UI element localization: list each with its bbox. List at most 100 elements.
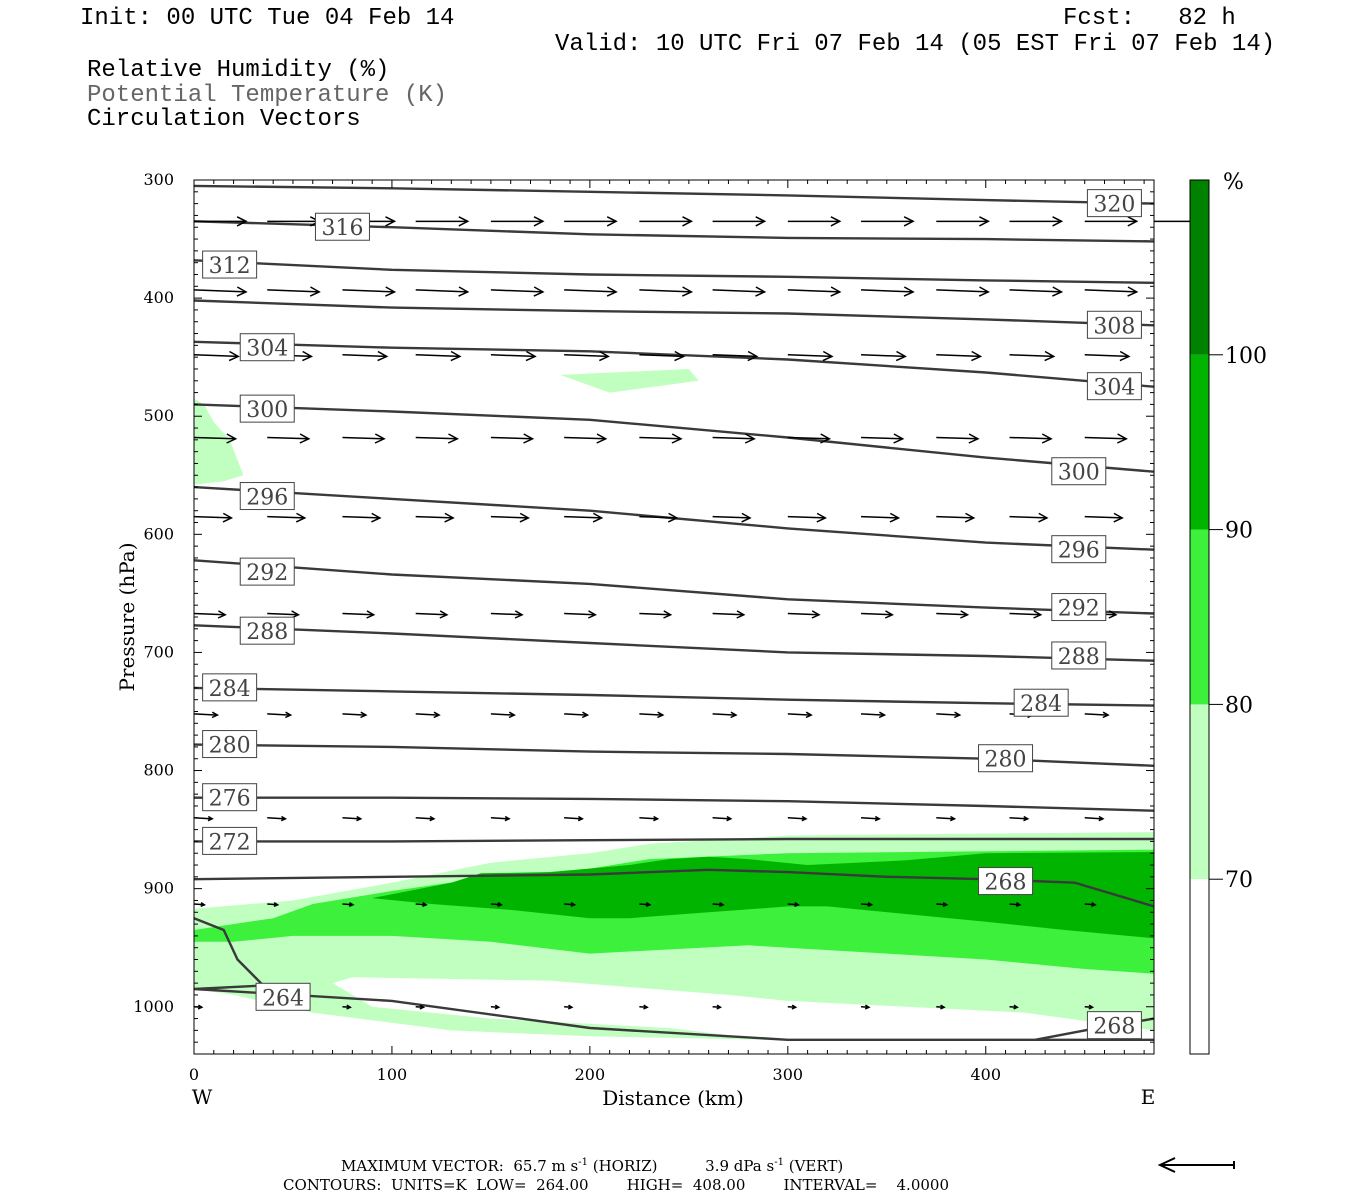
y-tick-label: 300 xyxy=(143,170,174,189)
circulation-vector-head xyxy=(508,711,516,719)
circulation-vector xyxy=(193,903,205,906)
circulation-vector-head xyxy=(236,286,248,297)
circulation-vector xyxy=(564,289,617,293)
circulation-vector-head xyxy=(653,815,660,822)
circulation-vector xyxy=(415,354,460,358)
circulation-vector-head xyxy=(385,286,397,297)
circulation-vector xyxy=(490,436,533,440)
circulation-vector-head xyxy=(643,1004,649,1010)
circulation-vector-head xyxy=(884,610,894,619)
circulation-vector xyxy=(1009,612,1041,616)
circulation-vector-head xyxy=(433,711,441,719)
contour-label-layer: 320 316 312 308 304 304 300 300 296 296 292 292 288 2… xyxy=(202,189,1142,1040)
circulation-vector-head xyxy=(587,610,597,619)
circulation-vector-head xyxy=(960,610,970,619)
circulation-vector xyxy=(936,612,968,616)
circulation-vector xyxy=(415,515,454,519)
circulation-vector xyxy=(639,817,658,820)
circulation-vector-head xyxy=(567,1004,574,1010)
contour-label-box xyxy=(239,557,295,586)
contour-label-box xyxy=(978,867,1034,896)
circulation-vector xyxy=(1084,354,1129,358)
circulation-vector xyxy=(936,903,947,906)
y-tick-label: 600 xyxy=(143,524,174,543)
circulation-vector-head xyxy=(217,610,227,619)
contour-label-box xyxy=(239,333,295,362)
max-vector-horiz-exp: -1 xyxy=(578,1157,588,1168)
circulation-vector-head xyxy=(755,286,767,297)
circulation-vector xyxy=(639,354,684,358)
circulation-vector-head xyxy=(889,512,901,523)
circulation-vector xyxy=(415,903,427,906)
y-tick-label: 900 xyxy=(143,879,174,898)
circulation-vector-head xyxy=(942,902,949,907)
circulation-vector-head xyxy=(1127,286,1139,297)
colorbar-label: 90 xyxy=(1225,519,1253,544)
contour-label-280: 280 xyxy=(985,748,1027,773)
y-tick-label: 800 xyxy=(143,761,174,780)
contour-label-288: 288 xyxy=(246,620,288,645)
circulation-vector-head xyxy=(284,711,293,719)
circulation-vector-head xyxy=(716,1004,723,1010)
circulation-vector-head xyxy=(755,216,767,227)
circulation-vector-head xyxy=(444,512,455,523)
circulation-vector-head xyxy=(1108,610,1118,619)
circulation-vector xyxy=(712,903,724,906)
circulation-vector xyxy=(490,713,515,716)
max-vector-vert-exp: -1 xyxy=(774,1157,784,1168)
rh-region-70 xyxy=(194,398,244,485)
circulation-vector-head xyxy=(211,711,220,719)
circulation-vector xyxy=(712,436,755,440)
circulation-vector xyxy=(564,903,575,906)
contour-label-box xyxy=(1051,535,1107,564)
theta-contour-268 xyxy=(193,868,1155,908)
y-tick-label: 700 xyxy=(143,642,174,661)
circulation-vector xyxy=(1009,817,1028,820)
circulation-vector-head xyxy=(226,433,238,444)
circulation-vector-head xyxy=(893,433,905,444)
circulation-vector-head xyxy=(447,433,459,444)
circulation-vector-head xyxy=(1088,1004,1095,1010)
theta-contour-304 xyxy=(193,340,1155,388)
contour-label-box xyxy=(1051,641,1107,670)
circulation-vector-head xyxy=(1102,711,1110,719)
circulation-vector-head xyxy=(494,1004,501,1010)
contour-label-292: 292 xyxy=(246,561,288,586)
circulation-vector-head xyxy=(949,815,957,822)
circulation-vector xyxy=(639,713,663,716)
contour-label-280: 280 xyxy=(209,734,251,759)
x-axis-title: Distance (km) xyxy=(602,1086,744,1110)
circulation-vector-head xyxy=(1113,512,1124,523)
contour-label-300: 300 xyxy=(246,398,288,423)
circulation-vector-head xyxy=(348,902,355,907)
circulation-vector-head xyxy=(533,286,545,297)
circulation-vector xyxy=(193,436,236,440)
circulation-vector xyxy=(267,436,309,440)
circulation-vector-head xyxy=(978,286,990,297)
circulation-vector xyxy=(1009,903,1020,906)
circulation-vector xyxy=(712,612,744,616)
circulation-vector-head xyxy=(422,902,428,907)
circulation-vector-head xyxy=(864,1004,871,1010)
contour-label-264: 264 xyxy=(262,986,304,1011)
circulation-vector-head xyxy=(419,1004,426,1010)
circulation-vector xyxy=(342,817,361,820)
circulation-vector xyxy=(193,289,247,293)
circulation-vector-head xyxy=(497,902,503,907)
circulation-vector xyxy=(1009,436,1052,440)
contour-label-284: 284 xyxy=(1020,692,1062,717)
circulation-vector-head xyxy=(741,512,752,523)
circulation-vector-head xyxy=(302,350,314,362)
circulation-vector-head xyxy=(366,610,376,619)
colorbar-segment xyxy=(1190,704,1209,880)
contour-label-box xyxy=(202,250,258,279)
circulation-vector-head xyxy=(197,1004,204,1010)
circulation-vector xyxy=(861,612,893,616)
colorbar-frame xyxy=(1189,179,1210,1055)
circulation-vector-head xyxy=(523,433,535,444)
circulation-vector xyxy=(415,289,468,293)
theta-contour-296 xyxy=(193,485,1155,551)
theta-contour-292 xyxy=(193,559,1155,615)
theta-contour-320 xyxy=(193,184,1155,205)
circulation-vector xyxy=(490,612,523,616)
